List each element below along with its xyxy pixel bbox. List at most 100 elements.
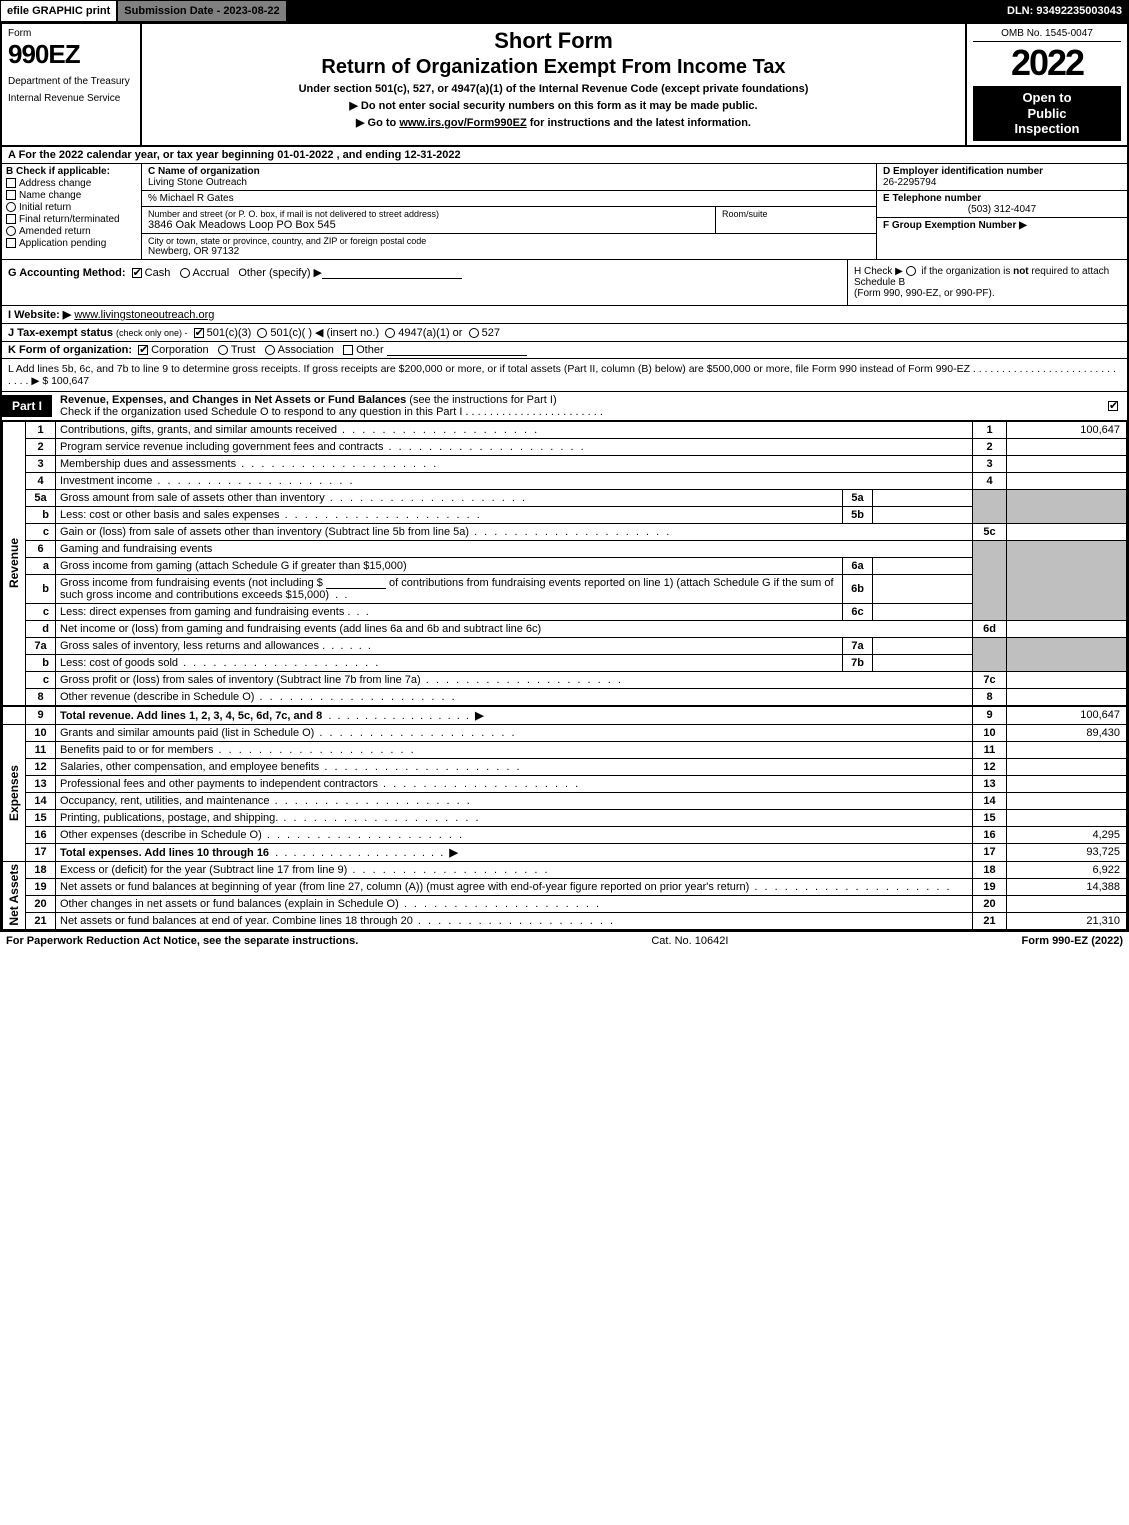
g-label: G Accounting Method: xyxy=(8,267,126,279)
footer-right-post: (2022) xyxy=(1088,935,1123,947)
l1-desc-text: Contributions, gifts, grants, and simila… xyxy=(60,424,539,436)
l15-val xyxy=(1007,809,1127,826)
i-label: I Website: ▶ xyxy=(8,309,71,321)
l2-val xyxy=(1007,438,1127,455)
line-14: 14 Occupancy, rent, utilities, and maint… xyxy=(3,792,1127,809)
line-7c: c Gross profit or (loss) from sales of i… xyxy=(3,671,1127,688)
l10-rn: 10 xyxy=(973,724,1007,741)
l20-desc-text: Other changes in net assets or fund bala… xyxy=(60,898,601,910)
l5b-subval xyxy=(873,506,973,523)
goto-link[interactable]: www.irs.gov/Form990EZ xyxy=(399,117,526,129)
l2-desc: Program service revenue including govern… xyxy=(56,438,973,455)
netassets-vtext: Net Assets xyxy=(7,864,21,926)
h-checkbox[interactable] xyxy=(906,266,916,276)
j-501c-label: 501(c)( ) ◀ (insert no.) xyxy=(270,327,379,339)
l7b-sn: 7b xyxy=(843,654,873,671)
l9-desc-text: Total revenue. Add lines 1, 2, 3, 4, 5c,… xyxy=(60,710,322,722)
l3-desc: Membership dues and assessments xyxy=(56,455,973,472)
j-4947-checkbox[interactable] xyxy=(385,328,395,338)
k-assoc-checkbox[interactable] xyxy=(265,345,275,355)
l19-desc: Net assets or fund balances at beginning… xyxy=(56,878,973,895)
line-5a: 5a Gross amount from sale of assets othe… xyxy=(3,489,1127,506)
l18-desc-text: Excess or (deficit) for the year (Subtra… xyxy=(60,864,550,876)
k-other-checkbox[interactable] xyxy=(343,345,353,355)
l21-val: 21,310 xyxy=(1007,912,1127,929)
l7b-no: b xyxy=(26,654,56,671)
form-number: 990EZ xyxy=(8,39,134,70)
j-501c3-checkbox[interactable] xyxy=(194,328,204,338)
h-text1: H Check ▶ xyxy=(854,266,906,277)
l5c-desc-text: Gain or (loss) from sale of assets other… xyxy=(60,526,671,538)
part-i-checkbox[interactable] xyxy=(1108,401,1118,411)
chk-initial-return[interactable]: Initial return xyxy=(6,202,137,213)
l6a-subval xyxy=(873,557,973,574)
line-7a: 7a Gross sales of inventory, less return… xyxy=(3,637,1127,654)
l1-no: 1 xyxy=(26,421,56,438)
l6b-no: b xyxy=(26,574,56,603)
l6c-desc: Less: direct expenses from gaming and fu… xyxy=(56,603,843,620)
chk-final-return[interactable]: Final return/terminated xyxy=(6,214,137,225)
l8-val xyxy=(1007,688,1127,706)
l7a-subval xyxy=(873,637,973,654)
l3-desc-text: Membership dues and assessments xyxy=(60,458,438,470)
g-other-blank[interactable] xyxy=(322,278,462,279)
l11-rn: 11 xyxy=(973,741,1007,758)
line-1: Revenue 1 Contributions, gifts, grants, … xyxy=(3,421,1127,438)
g-cash-checkbox[interactable] xyxy=(132,268,142,278)
l16-rn: 16 xyxy=(973,826,1007,843)
b-header: B Check if applicable: xyxy=(6,166,137,177)
l8-no: 8 xyxy=(26,688,56,706)
l6b-desc1: Gross income from fundraising events (no… xyxy=(60,577,323,589)
i-value[interactable]: www.livingstoneoutreach.org xyxy=(74,309,214,321)
l6a-sn: 6a xyxy=(843,557,873,574)
l8-rn: 8 xyxy=(973,688,1007,706)
l5a-no: 5a xyxy=(26,489,56,506)
l11-desc-text: Benefits paid to or for members xyxy=(60,744,416,756)
g-accrual-label: Accrual xyxy=(193,267,230,279)
chk-amended-return[interactable]: Amended return xyxy=(6,226,137,237)
l8-desc: Other revenue (describe in Schedule O) xyxy=(56,688,973,706)
line-5b: b Less: cost or other basis and sales ex… xyxy=(3,506,1127,523)
revenue-vtext: Revenue xyxy=(7,538,21,588)
k-trust-checkbox[interactable] xyxy=(218,345,228,355)
chk-address-change[interactable]: Address change xyxy=(6,178,137,189)
j-501c-checkbox[interactable] xyxy=(257,328,267,338)
l7b-desc-text: Less: cost of goods sold xyxy=(60,657,380,669)
row-l-gross-receipts: L Add lines 5b, 6c, and 7b to line 9 to … xyxy=(2,359,1127,392)
j-4947-label: 4947(a)(1) or xyxy=(398,327,462,339)
l19-rn: 19 xyxy=(973,878,1007,895)
l9-arrow-icon: ▶ xyxy=(475,710,483,722)
l17-no: 17 xyxy=(26,843,56,861)
col-b-checkboxes: B Check if applicable: Address change Na… xyxy=(2,164,142,259)
l6b-blank[interactable] xyxy=(326,588,386,589)
l17-arrow-icon: ▶ xyxy=(449,847,457,859)
block-bcdef: B Check if applicable: Address change Na… xyxy=(2,164,1127,260)
e-phone-label: E Telephone number xyxy=(883,193,1121,204)
efile-label: efile GRAPHIC print xyxy=(1,1,118,21)
l10-val: 89,430 xyxy=(1007,724,1127,741)
l10-desc: Grants and similar amounts paid (list in… xyxy=(56,724,973,741)
c-name-label: C Name of organization xyxy=(148,166,260,177)
l5c-rn: 5c xyxy=(973,523,1007,540)
k-corp-checkbox[interactable] xyxy=(138,345,148,355)
l6b-desc: Gross income from fundraising events (no… xyxy=(56,574,843,603)
l15-desc-text: Printing, publications, postage, and shi… xyxy=(60,812,481,824)
l21-rn: 21 xyxy=(973,912,1007,929)
l6d-rn: 6d xyxy=(973,620,1007,637)
g-accrual-checkbox[interactable] xyxy=(180,268,190,278)
chk-name-change[interactable]: Name change xyxy=(6,190,137,201)
footer-mid: Cat. No. 10642I xyxy=(358,935,1021,947)
l13-desc: Professional fees and other payments to … xyxy=(56,775,973,792)
j-527-label: 527 xyxy=(482,327,500,339)
d-ein-label: D Employer identification number xyxy=(883,166,1121,177)
chk-application-pending[interactable]: Application pending xyxy=(6,238,137,249)
k-other-blank[interactable] xyxy=(387,355,527,356)
j-note: (check only one) - xyxy=(116,328,188,338)
line-9: 9 Total revenue. Add lines 1, 2, 3, 4, 5… xyxy=(3,706,1127,725)
l7c-no: c xyxy=(26,671,56,688)
footer-left: For Paperwork Reduction Act Notice, see … xyxy=(6,935,358,947)
l6d-val xyxy=(1007,620,1127,637)
j-527-checkbox[interactable] xyxy=(469,328,479,338)
subtitle-goto: ▶ Go to www.irs.gov/Form990EZ for instru… xyxy=(148,116,959,129)
l14-val xyxy=(1007,792,1127,809)
